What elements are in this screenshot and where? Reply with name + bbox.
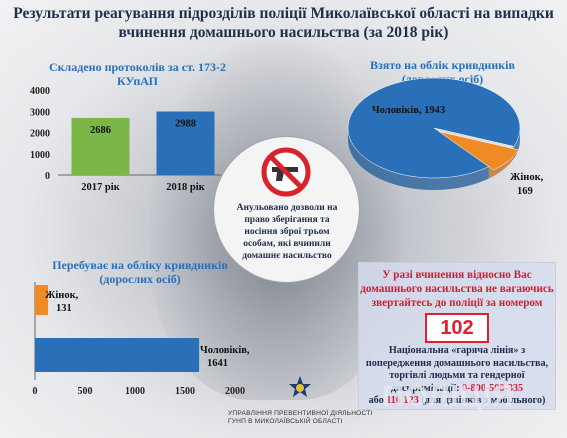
x-tick-label-0: 2017 рік	[81, 182, 120, 193]
emergency-number-102: 102	[425, 313, 489, 343]
y-tick-label-3: 3000	[30, 107, 50, 118]
bar-0	[71, 117, 130, 175]
y-tick-label-4: 4000	[30, 86, 50, 97]
y-tick-label-0: 0	[45, 171, 50, 182]
pie-label-men: Чоловіків, 1943	[372, 105, 445, 116]
hbar-label-women: Жінок,	[45, 290, 79, 301]
hotline-alt-number: 116 123	[386, 395, 419, 406]
footer-line-1: УПРАВЛІННЯ ПРЕВЕНТИВНОЇ ДІЯЛЬНОСТІ	[228, 410, 373, 417]
hbar-label-men: Чоловіків,	[200, 345, 250, 356]
pie-label-women: Жінок,	[510, 172, 544, 183]
department-footer: УПРАВЛІННЯ ПРЕВЕНТИВНОЇ ДІЯЛЬНОСТІ ГУНП …	[228, 410, 373, 426]
hbar-chart-title: Перебуває на обліку кривдників (дорослих…	[52, 258, 228, 286]
x-tick-label-2: 1000	[125, 386, 145, 397]
pie-slice-1	[438, 131, 520, 171]
x-tick-label-3: 1500	[175, 386, 195, 397]
y-tick-label-1: 1000	[30, 150, 50, 161]
x-tick-label-1: 2018 рік	[166, 182, 205, 193]
x-tick-label-1: 500	[78, 386, 93, 397]
hotline-text: Національна «гаряча лінія» з попередженн…	[359, 345, 555, 408]
hotline-intro: Національна «гаряча лінія» з попередженн…	[365, 345, 549, 394]
call-police-text: У разі вчинення відносно Вас домашнього …	[360, 269, 554, 309]
hbar-value-women: 131	[56, 303, 72, 314]
x-tick-label-4: 2000	[225, 386, 245, 397]
hbar-0	[35, 285, 49, 315]
weapons-permit-text: Анульовано дозволи на право зберігання т…	[236, 203, 338, 261]
hbar-1	[35, 338, 200, 372]
bar-1	[156, 111, 215, 175]
pie-label-women-value: 169	[517, 186, 533, 197]
hbar-value-men: 1641	[207, 358, 228, 369]
no-gun-icon	[261, 147, 311, 197]
y-tick-label-2: 2000	[30, 129, 50, 140]
hotline-alt-note: (для дзвінків з мобільного)	[421, 395, 546, 406]
hotline-number: 0-800-500-335	[462, 382, 524, 394]
weapons-permit-circle: Анульовано дозволи на право зберігання т…	[213, 136, 360, 283]
pie-slice-0	[347, 77, 521, 179]
bar-chart-title: Складено протоколів за ст. 173-2 КУпАП	[48, 60, 227, 88]
bar-data-label-1: 2988	[175, 119, 196, 130]
help-info-box: У разі вчинення відносно Вас домашнього …	[358, 262, 556, 410]
police-brand-logo: ПОЛІЦІЯ	[382, 380, 515, 413]
pie-wall-men-b	[348, 128, 489, 190]
footer-line-2: ГУНП В МИКОЛАЇВСЬКІЙ ОБЛАСТІ	[228, 418, 343, 425]
page-title: Результати реагування підрозділів поліці…	[13, 5, 554, 41]
brand-small-text: НАЦІОНАЛЬНА	[400, 382, 453, 389]
x-tick-label-0: 0	[33, 386, 38, 397]
bar-data-label-0: 2686	[90, 125, 111, 136]
hotline-alt-intro: або	[368, 395, 384, 406]
